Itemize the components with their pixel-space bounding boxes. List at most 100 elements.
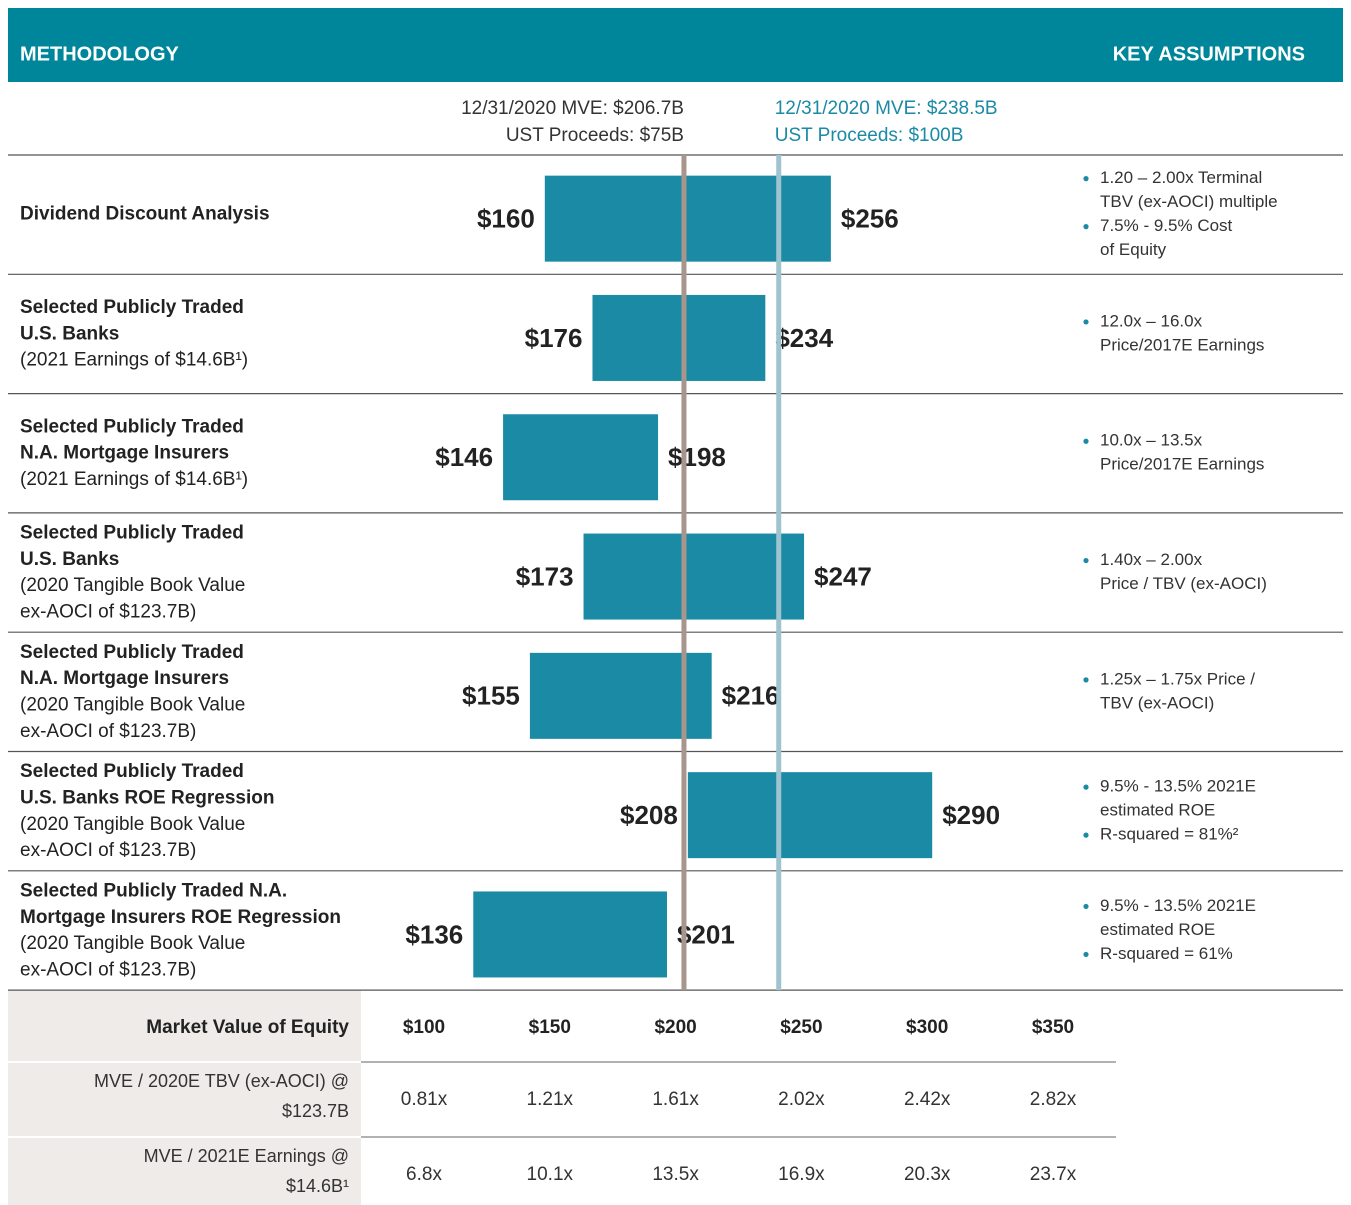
row-detail: (2021 Earnings of $14.6B¹) [20,469,248,490]
assumption: 1.20 – 2.00x Terminal [1100,168,1262,187]
reference-label: UST Proceeds: $100B [775,125,964,146]
bullet [1083,176,1089,182]
assumption: 9.5% - 13.5% 2021E [1100,777,1256,796]
bullet [1083,319,1089,325]
x-tick-label: $100 [403,1017,445,1038]
row-detail: ex-AOCI of $123.7B) [20,601,196,622]
table-header: Market Value of Equity [146,1017,349,1038]
row-title: Selected Publicly Traded [20,523,244,544]
assumption: 1.25x – 1.75x Price / [1100,669,1255,688]
table-row-label: $123.7B [282,1101,349,1121]
reference-label: 12/31/2020 MVE: $238.5B [775,98,998,119]
range-bar [583,533,805,620]
row-title: Selected Publicly Traded [20,761,244,782]
table-cell: 23.7x [1030,1164,1077,1185]
row-title: N.A. Mortgage Insurers [20,668,229,689]
row-title: N.A. Mortgage Insurers [20,443,229,464]
table-label-bg [8,990,361,1205]
header-right: KEY ASSUMPTIONS [1113,43,1305,65]
table-cell: 13.5x [652,1164,699,1185]
assumption: TBV (ex-AOCI) multiple [1100,192,1278,211]
bullet [1083,677,1089,683]
row-title: U.S. Banks ROE Regression [20,787,274,808]
header-bar [8,8,1343,82]
low-label: $160 [477,204,535,234]
assumption: 10.0x – 13.5x [1100,431,1203,450]
row-detail: ex-AOCI of $123.7B) [20,840,196,861]
row-title: Mortgage Insurers ROE Regression [20,907,341,928]
row-detail: (2020 Tangible Book Value [20,933,245,954]
assumption: 1.40x – 2.00x [1100,550,1203,569]
range-bar [529,652,712,739]
assumption: R-squared = 61% [1100,944,1233,963]
high-label: $198 [668,442,726,472]
range-bar [544,175,831,262]
row-detail: (2020 Tangible Book Value [20,694,245,715]
low-label: $176 [525,323,583,353]
table-cell: 20.3x [904,1164,951,1185]
row-title: Selected Publicly Traded [20,297,244,318]
assumption: TBV (ex-AOCI) [1100,693,1214,712]
table-cell: 10.1x [527,1164,574,1185]
high-label: $247 [814,561,872,591]
bullet [1083,224,1089,230]
low-label: $136 [405,919,463,949]
high-label: $256 [841,204,899,234]
table-cell: 0.81x [401,1089,448,1110]
x-tick-label: $350 [1032,1017,1074,1038]
bullet [1083,784,1089,790]
range-bar [592,294,766,381]
row-detail: (2020 Tangible Book Value [20,575,245,596]
x-tick-label: $300 [906,1017,948,1038]
range-bar [473,891,667,978]
table-cell: 1.61x [652,1089,699,1110]
low-label: $146 [435,442,493,472]
assumption: 12.0x – 16.0x [1100,311,1203,330]
table-cell: 2.82x [1030,1089,1077,1110]
high-label: $216 [722,681,780,711]
row-detail: (2021 Earnings of $14.6B¹) [20,350,248,371]
bullet [1083,951,1089,958]
row-title: Selected Publicly Traded [20,416,244,437]
row-detail: (2020 Tangible Book Value [20,814,245,835]
table-cell: 2.02x [778,1089,825,1110]
table-cell: 2.42x [904,1089,951,1110]
assumption: Price/2017E Earnings [1100,335,1264,354]
row-title: U.S. Banks [20,323,119,344]
range-bar [687,772,933,859]
high-label: $234 [775,323,833,353]
bullet [1083,438,1089,444]
x-tick-label: $150 [529,1017,571,1038]
x-tick-label: $250 [780,1017,822,1038]
high-label: $201 [677,919,735,949]
table-row-label: MVE / 2021E Earnings @ [144,1146,349,1166]
x-tick-label: $200 [654,1017,696,1038]
row-title: Dividend Discount Analysis [20,204,270,225]
assumption: estimated ROE [1100,920,1215,939]
row-detail: ex-AOCI of $123.7B) [20,959,196,980]
table-cell: 6.8x [406,1164,442,1185]
range-bar [503,414,659,501]
row-title: Selected Publicly Traded [20,642,244,663]
assumption: 7.5% - 9.5% Cost [1100,216,1233,235]
row-title: U.S. Banks [20,549,119,570]
bullet [1083,903,1089,910]
assumption: R-squared = 81%² [1100,825,1239,844]
reference-label: UST Proceeds: $75B [506,125,684,146]
reference-label: 12/31/2020 MVE: $206.7B [461,98,684,119]
assumption: of Equity [1100,240,1167,259]
table-row-label: $14.6B¹ [286,1176,349,1196]
low-label: $155 [462,681,520,711]
low-label: $173 [516,561,574,591]
header-left: METHODOLOGY [20,43,180,65]
table-cell: 1.21x [527,1089,574,1110]
row-detail: ex-AOCI of $123.7B) [20,721,196,742]
table-cell: 16.9x [778,1164,825,1185]
bullet [1083,832,1089,838]
assumption: 9.5% - 13.5% 2021E [1100,896,1256,915]
high-label: $290 [942,800,1000,830]
table-row-label: MVE / 2020E TBV (ex-AOCI) @ [94,1071,349,1091]
row-title: Selected Publicly Traded N.A. [20,880,287,901]
assumption: Price/2017E Earnings [1100,455,1264,474]
